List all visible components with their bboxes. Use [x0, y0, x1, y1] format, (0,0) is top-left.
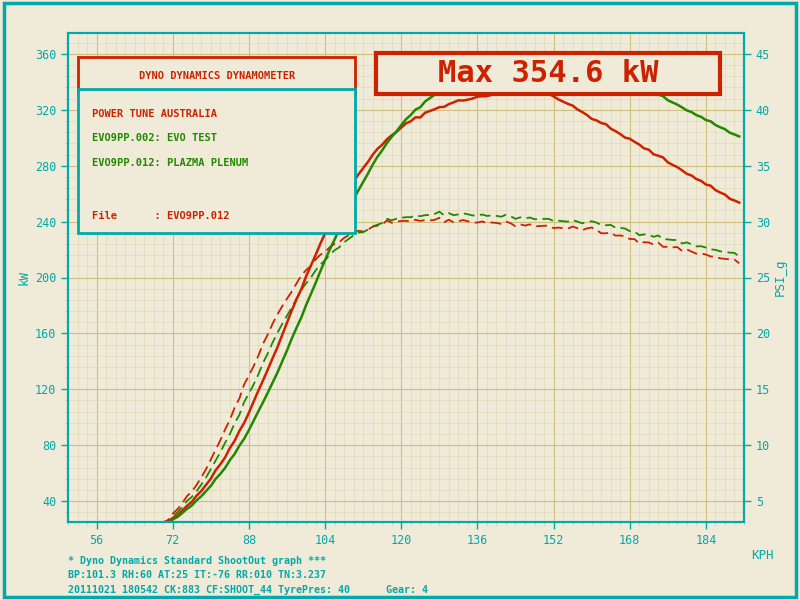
Text: * Dyno Dynamics Standard ShootOut graph ***: * Dyno Dynamics Standard ShootOut graph …: [68, 556, 326, 566]
Text: Max 354.6 kW: Max 354.6 kW: [438, 59, 658, 88]
Text: DYNO DYNAMICS DYNAMOMETER: DYNO DYNAMICS DYNAMOMETER: [138, 71, 295, 81]
Text: POWER TUNE AUSTRALIA: POWER TUNE AUSTRALIA: [92, 109, 217, 119]
Text: File      : EVO9PP.012: File : EVO9PP.012: [92, 211, 229, 221]
FancyBboxPatch shape: [78, 58, 355, 94]
Text: 20111021 180542 CK:883 CF:SHOOT_44 TyrePres: 40      Gear: 4: 20111021 180542 CK:883 CF:SHOOT_44 TyreP…: [68, 585, 428, 595]
FancyBboxPatch shape: [78, 89, 355, 233]
Text: EVO9PP.002: EVO TEST: EVO9PP.002: EVO TEST: [92, 133, 217, 143]
Text: EVO9PP.012: PLAZMA PLENUM: EVO9PP.012: PLAZMA PLENUM: [92, 158, 248, 167]
Text: BP:101.3 RH:60 AT:25 IT:-76 RR:010 TN:3.237: BP:101.3 RH:60 AT:25 IT:-76 RR:010 TN:3.…: [68, 570, 326, 580]
Text: KPH: KPH: [750, 549, 774, 562]
FancyBboxPatch shape: [375, 53, 720, 94]
Y-axis label: PSI_g: PSI_g: [774, 259, 787, 296]
Y-axis label: kW: kW: [18, 270, 30, 285]
